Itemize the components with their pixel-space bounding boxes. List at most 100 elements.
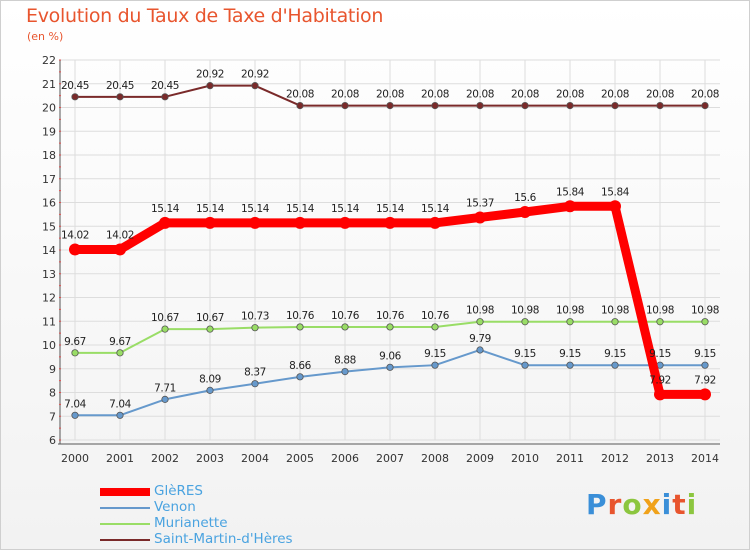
data-label: 10.67 <box>151 312 179 324</box>
data-label: 15.14 <box>376 203 405 215</box>
data-label: 10.98 <box>556 305 584 317</box>
data-label: 9.15 <box>424 348 446 360</box>
data-label: 9.79 <box>469 333 491 345</box>
data-point <box>611 361 619 369</box>
data-point <box>431 102 439 110</box>
data-label: 20.08 <box>601 89 629 101</box>
x-tick-label: 2009 <box>466 452 494 465</box>
y-tick-label: 21 <box>42 78 56 91</box>
x-tick-label: 2006 <box>331 452 359 465</box>
y-tick-label: 20 <box>42 102 56 115</box>
data-label: 8.09 <box>199 373 221 385</box>
brand-letter: t <box>672 488 687 521</box>
data-label: 20.08 <box>646 89 674 101</box>
data-label: 10.76 <box>376 310 405 322</box>
data-point <box>161 93 169 101</box>
brand-logo: Proxiti <box>586 488 697 521</box>
data-label: 15.14 <box>331 203 360 215</box>
data-point <box>431 361 439 369</box>
data-label: 7.92 <box>649 374 671 386</box>
data-point <box>654 388 666 401</box>
data-label: 20.45 <box>61 80 89 92</box>
data-point <box>521 361 529 369</box>
data-point <box>204 216 216 229</box>
data-point <box>206 386 214 394</box>
brand-letter: r <box>607 488 623 521</box>
data-label: 20.08 <box>466 89 494 101</box>
data-point <box>476 346 484 354</box>
y-tick-label: 8 <box>49 387 56 400</box>
x-tick-label: 2005 <box>286 452 314 465</box>
legend-label-glieres: GlèRES <box>154 483 203 499</box>
legend-item-murianette: Murianette <box>100 515 360 532</box>
data-point <box>116 349 124 357</box>
data-label: 8.88 <box>334 355 356 367</box>
y-tick-label: 13 <box>42 268 56 281</box>
data-label: 10.76 <box>421 310 450 322</box>
data-label: 15.14 <box>241 203 270 215</box>
x-tick-label: 2002 <box>151 452 179 465</box>
data-label: 14.02 <box>106 230 134 242</box>
data-label: 9.06 <box>379 350 401 362</box>
data-point <box>701 318 709 326</box>
y-tick-label: 12 <box>42 292 56 305</box>
y-tick-label: 17 <box>42 173 56 186</box>
data-point <box>296 323 304 331</box>
data-point <box>566 318 574 326</box>
data-label: 9.67 <box>64 336 86 348</box>
x-tick-label: 2013 <box>646 452 674 465</box>
y-tick-label: 22 <box>42 54 56 67</box>
data-point <box>656 318 664 326</box>
y-tick-label: 11 <box>42 315 56 328</box>
data-point <box>71 349 79 357</box>
data-label: 10.98 <box>511 305 539 317</box>
data-label: 10.98 <box>646 305 674 317</box>
x-tick-label: 2007 <box>376 452 404 465</box>
x-tick-label: 2011 <box>556 452 584 465</box>
legend-label-saint-martin: Saint-Martin-d'Hères <box>154 531 293 547</box>
data-label: 15.37 <box>466 197 494 209</box>
y-tick-label: 7 <box>49 410 56 423</box>
data-label: 20.08 <box>331 89 359 101</box>
data-point <box>71 411 79 419</box>
data-point <box>476 102 484 110</box>
data-label: 20.08 <box>421 89 449 101</box>
data-point <box>341 323 349 331</box>
data-label: 20.08 <box>691 89 719 101</box>
data-label: 9.15 <box>604 348 626 360</box>
data-point <box>656 102 664 110</box>
data-point <box>159 216 171 229</box>
label-layer: 20.45 20.45 20.45 20.92 20.92 20.08 20.08 20.08… <box>61 69 719 411</box>
brand-letter: P <box>586 488 608 521</box>
data-label: 20.92 <box>241 69 269 81</box>
data-label: 15.14 <box>286 203 315 215</box>
data-label: 9.15 <box>694 348 716 360</box>
data-label: 10.73 <box>241 311 269 323</box>
brand-letter: i <box>661 488 673 521</box>
brand-letter: x <box>642 488 662 521</box>
y-tick-label: 15 <box>42 220 56 233</box>
y-tick-label: 19 <box>42 125 56 138</box>
legend-swatch-venon <box>100 507 150 509</box>
data-point <box>386 102 394 110</box>
x-tick-label: 2003 <box>196 452 224 465</box>
data-point <box>206 325 214 333</box>
data-label: 15.84 <box>556 186 585 198</box>
data-point <box>116 93 124 101</box>
data-point <box>611 102 619 110</box>
x-tick-label: 2014 <box>691 452 719 465</box>
legend-label-murianette: Murianette <box>154 515 228 531</box>
data-point <box>341 102 349 110</box>
data-point <box>611 318 619 326</box>
x-tick-label: 2008 <box>421 452 449 465</box>
data-label: 15.84 <box>601 186 630 198</box>
legend-swatch-glieres <box>100 488 150 496</box>
data-point <box>566 102 574 110</box>
legend-swatch-saint-martin <box>100 539 150 541</box>
data-point <box>114 243 126 256</box>
data-label: 10.76 <box>331 310 360 322</box>
data-label: 7.71 <box>154 382 176 394</box>
data-label: 7.04 <box>64 398 86 410</box>
